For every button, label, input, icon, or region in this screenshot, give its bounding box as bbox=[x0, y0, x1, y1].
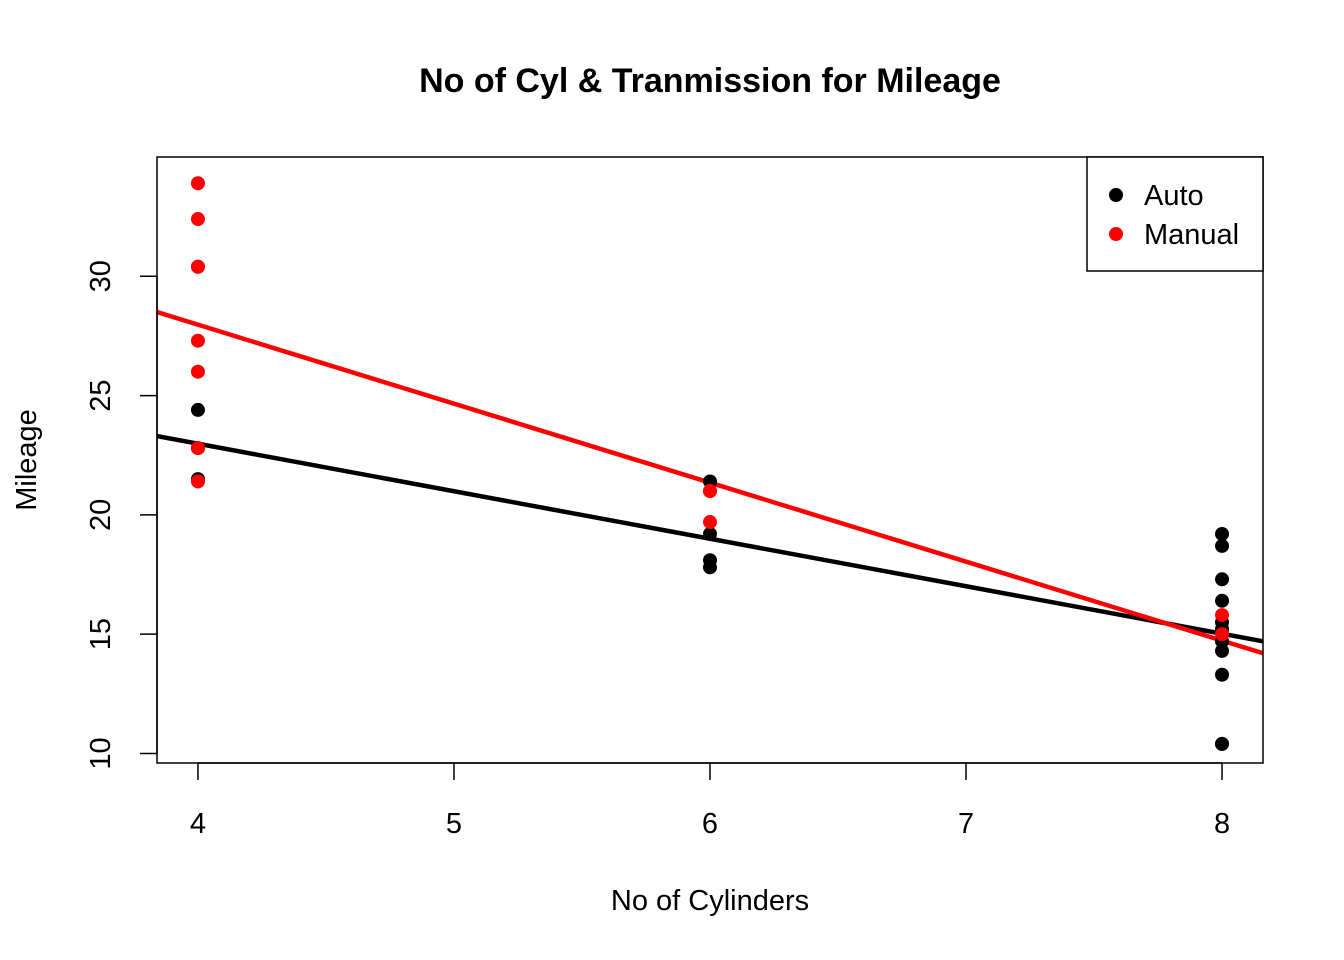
legend-label-auto: Auto bbox=[1144, 180, 1204, 212]
data-point-auto bbox=[1215, 667, 1230, 682]
legend: Auto Manual bbox=[1086, 156, 1264, 272]
data-point-manual bbox=[190, 212, 205, 227]
data-point-auto bbox=[1215, 643, 1230, 658]
y-tick-label: 20 bbox=[85, 499, 117, 531]
data-point-manual bbox=[1215, 608, 1230, 623]
x-tick-label: 8 bbox=[1214, 808, 1230, 840]
x-tick-label: 4 bbox=[190, 808, 206, 840]
data-point-auto bbox=[703, 560, 717, 575]
x-tick-label: 7 bbox=[958, 808, 974, 840]
chart-title: No of Cyl & Tranmission for Mileage bbox=[419, 62, 1001, 100]
x-tick-label: 5 bbox=[446, 808, 462, 840]
data-point-manual bbox=[703, 515, 717, 530]
plot-area bbox=[156, 156, 1264, 764]
legend-label-manual: Manual bbox=[1144, 219, 1239, 251]
data-point-manual bbox=[703, 484, 717, 499]
data-point-manual bbox=[190, 474, 205, 489]
data-point-manual bbox=[190, 259, 205, 274]
data-point-auto bbox=[1215, 736, 1230, 751]
data-point-manual bbox=[1215, 627, 1230, 642]
y-tick-label: 15 bbox=[85, 618, 117, 650]
data-point-manual bbox=[190, 333, 205, 348]
x-tick-label: 6 bbox=[702, 808, 718, 840]
y-axis: 10 15 20 25 30 bbox=[85, 260, 158, 770]
y-tick-label: 10 bbox=[85, 737, 117, 769]
data-point-manual bbox=[190, 364, 205, 379]
legend-box bbox=[1086, 156, 1264, 272]
data-point-auto bbox=[1215, 572, 1230, 587]
data-point-manual bbox=[190, 441, 205, 456]
y-tick-label: 30 bbox=[85, 260, 117, 292]
data-point-manual bbox=[190, 176, 205, 191]
x-axis: 4 5 6 7 8 bbox=[190, 762, 1230, 840]
data-points bbox=[190, 176, 1230, 751]
y-axis-label: Mileage bbox=[11, 409, 43, 511]
legend-marker-auto bbox=[1109, 188, 1123, 202]
data-point-auto bbox=[1215, 593, 1230, 608]
data-point-auto bbox=[1215, 526, 1230, 541]
data-point-auto bbox=[190, 402, 205, 417]
y-tick-label: 25 bbox=[85, 379, 117, 411]
legend-marker-manual bbox=[1109, 227, 1123, 241]
data-point-auto bbox=[703, 526, 717, 541]
data-point-auto bbox=[1215, 538, 1230, 553]
x-axis-label: No of Cylinders bbox=[611, 885, 809, 917]
